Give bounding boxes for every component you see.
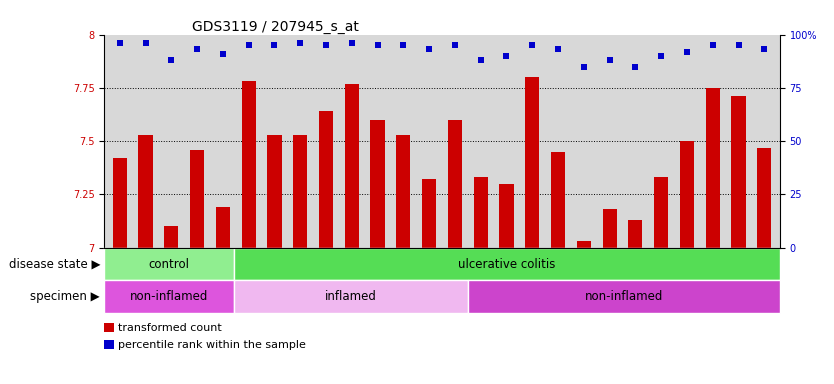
Point (681, 48, 694, 55)
Bar (104, 248, 234, 280)
Point (397, 42, 410, 48)
Bar (242, 81, 256, 248)
Bar (268, 135, 282, 248)
Bar (293, 135, 307, 248)
Bar (396, 135, 410, 248)
Point (448, 42, 461, 48)
Text: control: control (148, 258, 189, 270)
Point (345, 40, 359, 46)
Bar (448, 120, 462, 248)
Point (319, 42, 333, 48)
Bar (525, 77, 540, 248)
Bar (602, 209, 616, 248)
Bar (164, 227, 178, 248)
Point (603, 57, 616, 63)
Bar (422, 179, 436, 248)
Point (706, 42, 720, 48)
Bar (551, 152, 565, 248)
Point (113, 40, 127, 46)
Text: non-inflamed: non-inflamed (130, 290, 208, 303)
Point (732, 42, 746, 48)
Point (629, 63, 642, 70)
Point (757, 46, 771, 53)
Text: disease state ▶: disease state ▶ (8, 258, 100, 270)
Bar (474, 177, 488, 248)
Bar (577, 241, 591, 248)
Bar (190, 150, 204, 248)
Point (551, 46, 565, 53)
Text: specimen ▶: specimen ▶ (31, 290, 100, 303)
Bar (138, 135, 153, 248)
Bar (628, 220, 642, 248)
Bar (680, 141, 694, 248)
Bar (500, 184, 514, 248)
Point (164, 57, 178, 63)
Point (423, 46, 436, 53)
Bar (104, 280, 234, 313)
Bar (757, 147, 771, 248)
Point (242, 42, 255, 48)
Bar (113, 158, 127, 248)
Bar (234, 280, 468, 313)
Text: ulcerative colitis: ulcerative colitis (459, 258, 555, 270)
Text: GDS3119 / 207945_s_at: GDS3119 / 207945_s_at (192, 20, 359, 33)
Point (525, 42, 539, 48)
Point (474, 57, 487, 63)
Bar (344, 84, 359, 248)
Bar (234, 248, 780, 280)
Bar (731, 96, 746, 248)
Bar (319, 111, 333, 248)
Bar (216, 207, 230, 248)
Point (138, 40, 152, 46)
Point (500, 53, 513, 59)
Bar (370, 120, 384, 248)
Text: percentile rank within the sample: percentile rank within the sample (118, 340, 305, 350)
Bar (654, 177, 668, 248)
Point (294, 40, 307, 46)
Text: non-inflamed: non-inflamed (585, 290, 663, 303)
Bar (468, 280, 780, 313)
Point (190, 46, 203, 53)
Point (371, 42, 384, 48)
Point (655, 53, 668, 59)
Point (577, 63, 590, 70)
Text: inflamed: inflamed (325, 290, 377, 303)
Text: transformed count: transformed count (118, 323, 221, 333)
Bar (706, 88, 720, 248)
Point (268, 42, 281, 48)
Point (216, 51, 229, 57)
